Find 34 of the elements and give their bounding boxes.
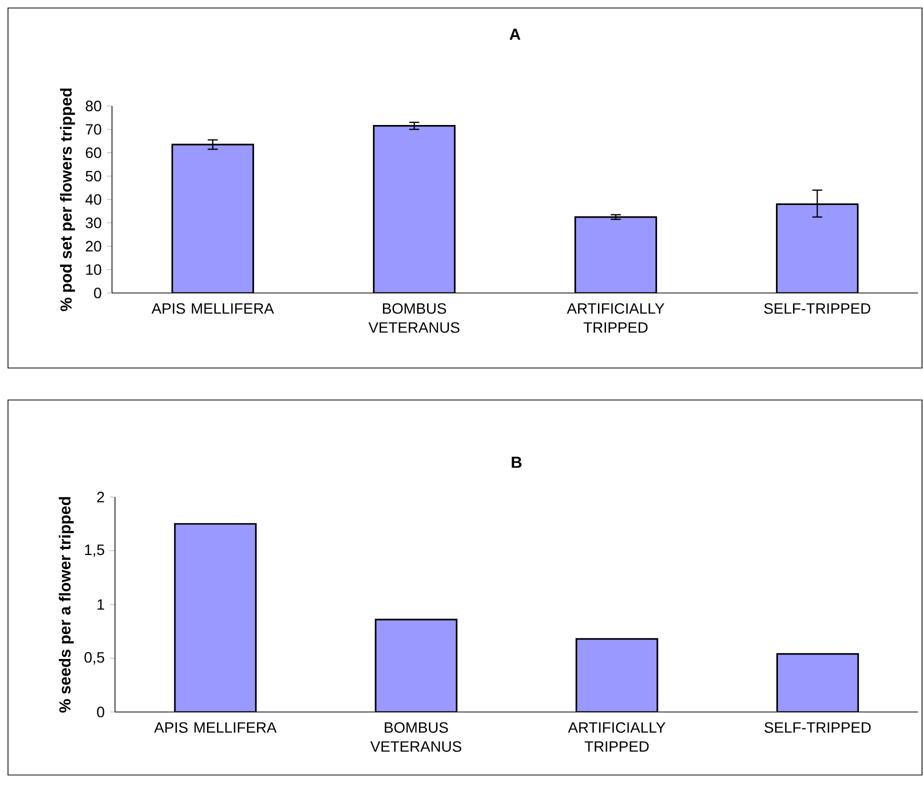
y-axis-title: % seeds per a flower tripped xyxy=(58,497,74,713)
y-tick-label: 20 xyxy=(86,240,102,252)
x-tick-label: APIS MELLIFERA xyxy=(154,722,277,733)
x-tick-label: SELF-TRIPPED xyxy=(764,722,871,733)
y-axis-title: % pod set per flowers tripped xyxy=(60,88,75,312)
y-tick-label: 50 xyxy=(86,170,102,182)
bar xyxy=(171,144,254,293)
y-tick-label: 0,5 xyxy=(84,652,104,664)
y-tick-label: 80 xyxy=(86,100,102,112)
x-tick-label: ARTIFICIALLY TRIPPED xyxy=(566,303,664,333)
y-tick-label: 1,5 xyxy=(85,544,104,557)
bar xyxy=(574,216,658,293)
chart-title: B xyxy=(512,456,522,468)
bar xyxy=(776,203,859,293)
x-tick-label: SELF-TRIPPED xyxy=(764,303,870,314)
bar xyxy=(174,523,257,712)
y-tick-label: 2 xyxy=(97,492,104,502)
y-tick-label: 0 xyxy=(94,288,102,298)
x-tick-label: APIS MELLIFERA xyxy=(152,303,274,314)
y-tick-label: 40 xyxy=(85,194,102,205)
bar xyxy=(374,618,458,712)
y-tick-label: 60 xyxy=(86,147,102,158)
bar xyxy=(776,653,859,712)
chart-title: A xyxy=(510,28,520,40)
x-tick-label: BOMBUS VETERANUS xyxy=(370,722,462,752)
bar xyxy=(576,638,658,712)
y-tick-label: 1 xyxy=(98,599,104,610)
y-tick-label: 0 xyxy=(97,706,104,718)
y-tick-label: 70 xyxy=(86,124,102,135)
x-tick-label: BOMBUS VETERANUS xyxy=(368,303,460,333)
bar xyxy=(372,125,456,293)
y-tick-label: 30 xyxy=(86,218,102,228)
x-tick-label: ARTIFICIALLY TRIPPED xyxy=(568,722,666,752)
y-tick-label: 10 xyxy=(86,264,102,275)
